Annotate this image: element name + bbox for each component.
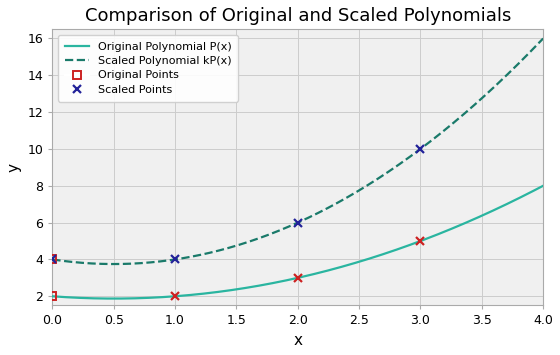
Original Polynomial P(x) — [540, 184, 547, 188]
Scaled Polynomial kP(x) — [110, 262, 116, 266]
Line: Scaled Polynomial kP(x): Scaled Polynomial kP(x) — [53, 38, 543, 264]
Scaled Polynomial kP(x) — [286, 224, 293, 228]
Scaled Polynomial kP(x) — [342, 196, 349, 201]
Original Polynomial P(x) — [315, 271, 322, 275]
Original Polynomial P(x) — [110, 296, 116, 301]
Scaled Polynomial kP(x) — [452, 119, 459, 123]
Original Polynomial P(x) — [452, 225, 459, 229]
Original Polynomial P(x) — [283, 278, 290, 283]
X-axis label: x: x — [293, 333, 302, 348]
Original Polynomial P(x) — [286, 278, 293, 282]
Original Polynomial P(x) — [529, 189, 536, 193]
Scaled Polynomial kP(x) — [49, 257, 56, 262]
Scaled Polynomial kP(x) — [540, 36, 547, 40]
Scaled Polynomial kP(x) — [529, 48, 536, 52]
Original Polynomial P(x) — [342, 264, 349, 268]
Original Polynomial P(x) — [49, 294, 56, 299]
Title: Comparison of Original and Scaled Polynomials: Comparison of Original and Scaled Polyno… — [85, 7, 511, 25]
Legend: Original Polynomial P(x), Scaled Polynomial kP(x), Original Points, Scaled Point: Original Polynomial P(x), Scaled Polynom… — [58, 35, 239, 102]
Scaled Polynomial kP(x) — [283, 225, 290, 230]
Y-axis label: y: y — [7, 163, 22, 172]
Scaled Polynomial kP(x) — [315, 211, 322, 215]
Line: Original Polynomial P(x): Original Polynomial P(x) — [53, 186, 543, 299]
